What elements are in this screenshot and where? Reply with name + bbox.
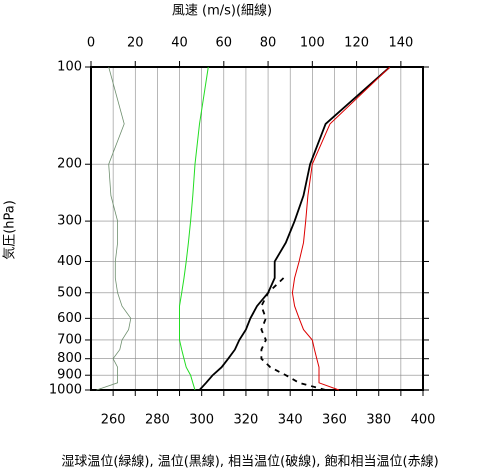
y-tick-label: 600: [57, 311, 82, 326]
x2-tick-label: 100: [300, 36, 325, 51]
y-tick-label: 1000: [49, 383, 82, 398]
series-line: [198, 66, 391, 391]
x-tick-label: 340: [278, 413, 303, 428]
x2-tick-label: 60: [216, 36, 233, 51]
y-tick-label: 300: [57, 214, 82, 229]
series-line: [96, 66, 132, 391]
x-tick-label: 380: [366, 413, 391, 428]
y-tick-label: 200: [57, 157, 82, 172]
x2-axis-title: 風速 (m/s)(細線): [172, 3, 272, 19]
y-tick-label: 400: [57, 254, 82, 269]
x2-tick-label: 120: [344, 36, 369, 51]
series-line: [291, 66, 391, 391]
y-tick-label: 100: [57, 60, 82, 75]
y-axis-title: 気圧(hPa): [2, 200, 18, 260]
x-tick-label: 260: [101, 413, 126, 428]
series-line: [179, 66, 209, 391]
plot-frame: [90, 66, 424, 391]
x-tick-label: 360: [322, 413, 347, 428]
x-tick-label: 300: [189, 413, 214, 428]
x2-tick-label: 40: [171, 36, 188, 51]
x2-tick-label: 140: [388, 36, 413, 51]
series-line: [260, 277, 326, 391]
x2-tick-label: 0: [87, 36, 95, 51]
x-tick-label: 280: [145, 413, 170, 428]
y-tick-label: 900: [57, 368, 82, 383]
x2-tick-label: 20: [127, 36, 144, 51]
y-tick-label: 500: [57, 285, 82, 300]
x2-tick-label: 80: [260, 36, 277, 51]
y-tick-label: 800: [57, 351, 82, 366]
x-axis-title: 湿球温位(緑線), 温位(黒線), 相当温位(破線), 飽和相当温位(赤線): [61, 454, 438, 470]
x-tick-label: 400: [411, 413, 436, 428]
y-tick-label: 700: [57, 332, 82, 347]
x-tick-label: 320: [234, 413, 259, 428]
